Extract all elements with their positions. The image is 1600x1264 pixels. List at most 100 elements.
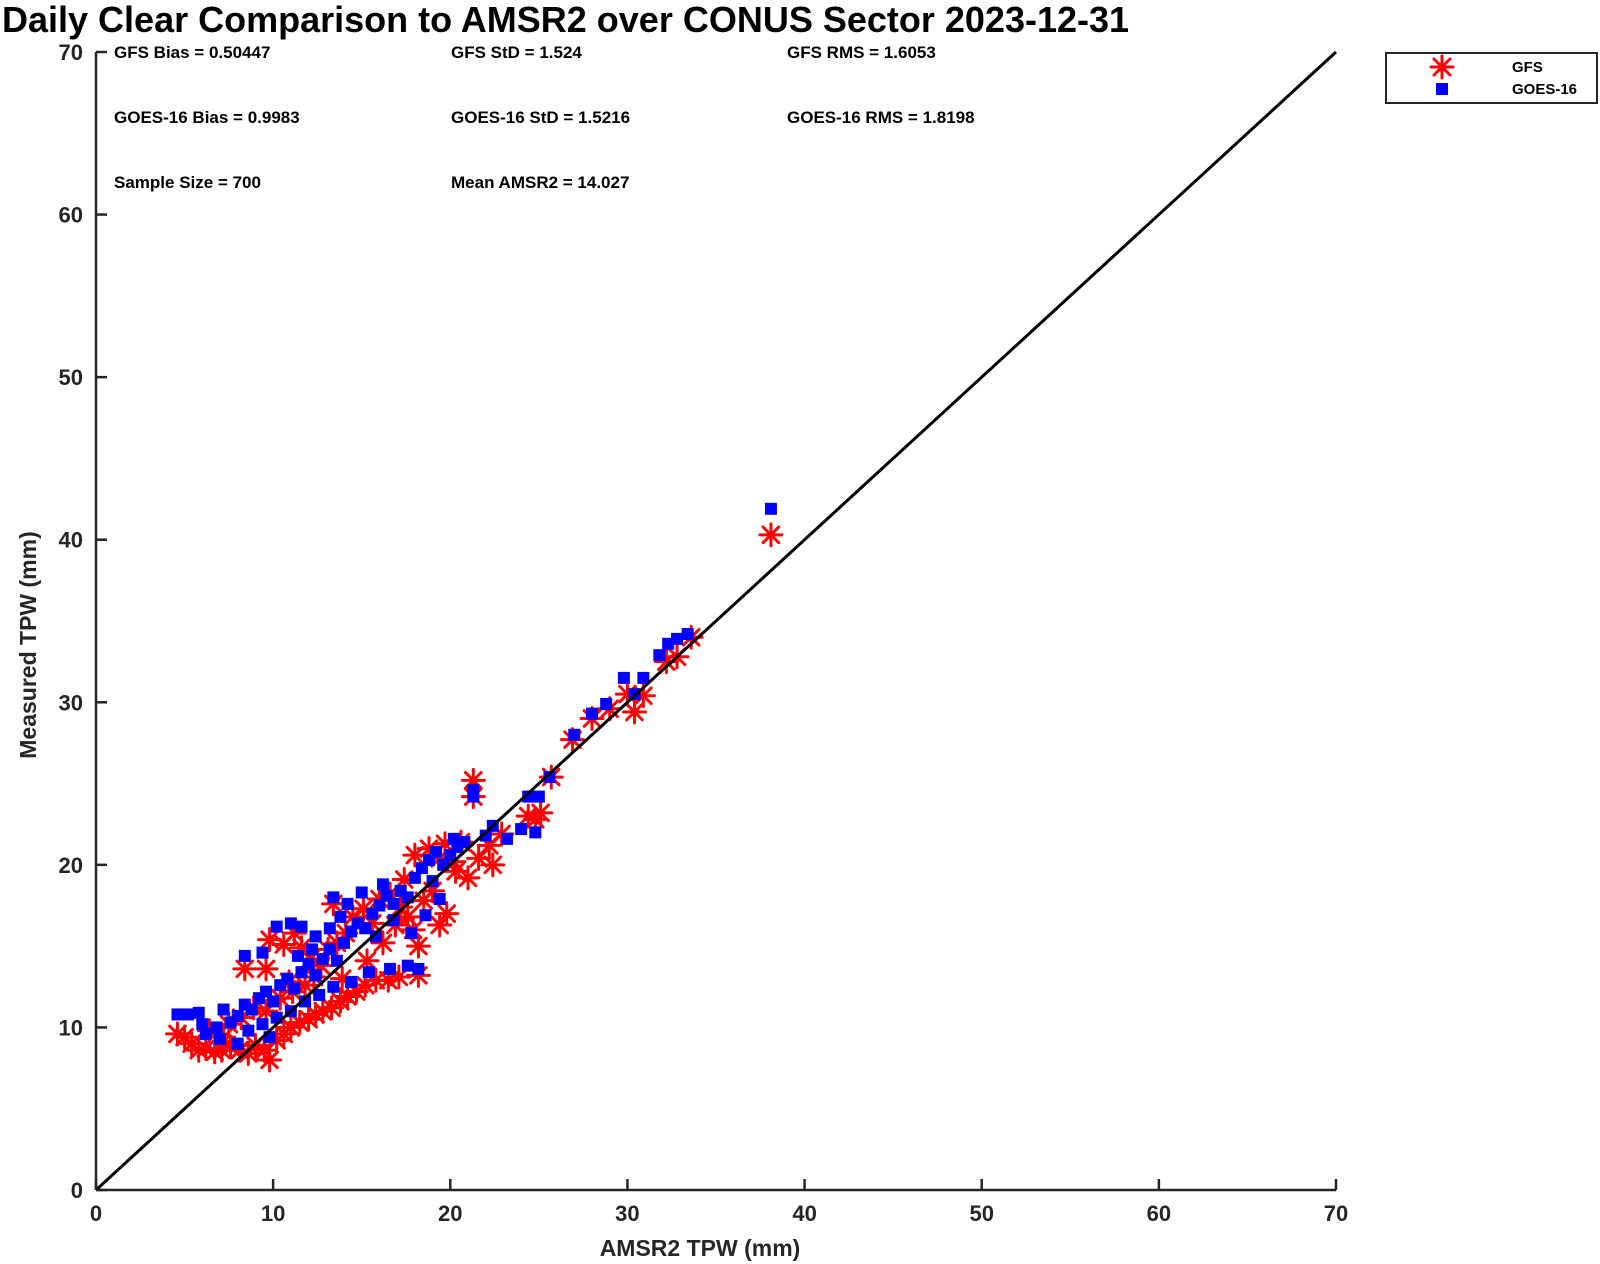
goes-16-point: [637, 671, 650, 684]
goes-16-point: [500, 832, 513, 845]
gfs-point: [528, 800, 554, 826]
chart-title: Daily Clear Comparison to AMSR2 over CON…: [2, 0, 1129, 40]
goes-16-point: [764, 502, 777, 515]
legend-gfs-label: GFS: [1512, 59, 1543, 76]
stats-block: GFS Bias = 0.50447 GFS StD = 1.524 GFS R…: [114, 43, 975, 192]
goes-16-point: [182, 1008, 195, 1021]
goes-16-point: [231, 1010, 244, 1023]
axes: [94, 52, 1336, 1192]
goes-16-point: [281, 972, 294, 985]
x-axis-label: AMSR2 TPW (mm): [600, 1235, 801, 1261]
goes-16-point: [369, 930, 382, 943]
goes-16-point: [214, 1032, 226, 1045]
goes-16-point: [299, 995, 312, 1008]
goes-16-point: [260, 985, 273, 998]
stat-gfs-bias: GFS Bias = 0.50447: [114, 43, 270, 62]
goes-16-point: [362, 966, 375, 979]
goes-16-point: [467, 790, 480, 803]
goes-16-point: [309, 969, 322, 982]
stat-mean-amsr2: Mean AMSR2 = 14.027: [451, 173, 629, 192]
goes-16-point: [295, 920, 308, 933]
goes-16-point: [334, 910, 347, 923]
goes-16-point: [327, 891, 340, 904]
goes-16-point: [242, 1024, 255, 1037]
goes-16-point: [309, 930, 322, 943]
legend-box: [1385, 52, 1598, 104]
y-axis-label: Measured TPW (mm): [15, 531, 41, 758]
goes-16-point: [238, 949, 251, 962]
x-tick-label: 60: [1147, 1201, 1171, 1226]
x-tick-label: 70: [1324, 1201, 1348, 1226]
goes-16-point: [196, 1018, 209, 1031]
goes-16-point: [359, 922, 372, 935]
goes-16-point: [345, 975, 358, 988]
y-tick-label: 30: [59, 690, 83, 715]
goes-16-point: [458, 836, 471, 849]
goes-16-point: [408, 871, 421, 884]
y-tick-label: 20: [59, 853, 83, 878]
goes-16-point: [288, 982, 301, 995]
goes-16-point: [373, 899, 386, 912]
legend-goes-marker: [1436, 83, 1448, 95]
goes-16-point: [384, 962, 397, 975]
data-points-layer: [164, 502, 784, 1073]
gfs-point: [622, 699, 648, 725]
goes-16-point: [327, 980, 340, 993]
goes-16-point: [284, 917, 297, 930]
goes-16-point: [355, 886, 368, 899]
goes-16-point: [433, 892, 446, 905]
x-tick-label: 50: [969, 1201, 993, 1226]
y-tick-label: 50: [59, 365, 83, 390]
goes-16-point: [447, 832, 460, 845]
x-tick-label: 20: [438, 1201, 462, 1226]
stat-sample-size: Sample Size = 700: [114, 173, 261, 192]
legend-gfs-marker: [1429, 54, 1455, 80]
goes-16-point: [600, 697, 613, 710]
legend: GFS GOES-16: [1385, 52, 1598, 104]
goes-16-point: [306, 943, 319, 956]
gfs-point: [434, 901, 460, 927]
goes-16-point: [291, 949, 304, 962]
goes-16-point: [341, 897, 354, 910]
goes-16-point: [199, 1027, 212, 1040]
goes-16-point: [405, 927, 418, 940]
goes-16-point: [313, 988, 326, 1001]
y-tick-label: 40: [59, 528, 83, 553]
stat-goes-std: GOES-16 StD = 1.5216: [451, 108, 630, 127]
x-tick-label: 30: [615, 1201, 639, 1226]
goes-16-point: [376, 878, 389, 891]
goes-16-point: [412, 962, 425, 975]
goes-16-point: [671, 632, 684, 645]
identity-reference-line: [94, 50, 1338, 1192]
legend-goes-label: GOES-16: [1512, 81, 1577, 98]
goes-16-point: [617, 671, 630, 684]
goes-16-point: [479, 829, 492, 842]
goes-16-point: [210, 1021, 223, 1034]
goes-16-point: [245, 1003, 258, 1016]
goes-16-point: [256, 946, 269, 959]
goes-16-point: [653, 649, 666, 662]
goes-16-point: [338, 936, 350, 949]
goes-16-point: [270, 920, 283, 933]
y-tick-label: 70: [59, 40, 83, 65]
gfs-point: [480, 852, 506, 878]
y-tick-label: 0: [71, 1178, 83, 1203]
goes-16-point: [231, 1037, 244, 1050]
x-tick-label: 10: [261, 1201, 285, 1226]
goes-16-point: [387, 897, 400, 910]
stat-goes-bias: GOES-16 Bias = 0.9983: [114, 108, 300, 127]
gfs-point: [253, 956, 279, 982]
goes-16-point: [430, 845, 443, 858]
y-tick-label: 60: [59, 203, 83, 228]
goes-16-point: [302, 958, 315, 971]
gfs-point: [758, 522, 784, 548]
goes-16-point: [323, 922, 336, 935]
goes-16-point: [522, 790, 535, 803]
stat-gfs-std: GFS StD = 1.524: [451, 43, 582, 62]
goes-16-point: [532, 790, 545, 803]
x-tick-label: 0: [90, 1201, 102, 1226]
stat-gfs-rms: GFS RMS = 1.6053: [787, 43, 936, 62]
gfs-point: [257, 1047, 283, 1073]
goes-16-point: [543, 771, 556, 784]
